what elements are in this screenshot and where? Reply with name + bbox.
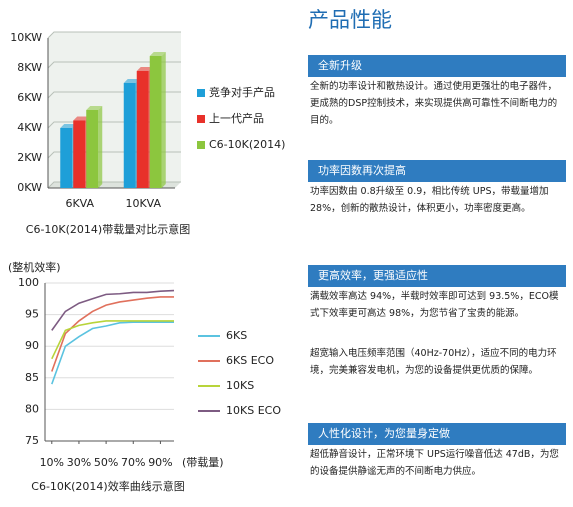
legend-label: 10KS: [226, 379, 254, 392]
bar-top: [123, 79, 140, 83]
bar: [149, 56, 162, 188]
paragraph: 超宽输入电压频率范围（40Hz-70Hz），适应不同的电力环境，完美兼容发电机，…: [310, 348, 557, 376]
y-tick-label: 10KW: [10, 31, 42, 44]
x-axis-label: (带载量): [182, 456, 224, 469]
y-tick-label: 90: [25, 339, 39, 352]
x-tick-label: 10%: [40, 456, 64, 469]
bar: [123, 83, 136, 188]
legend-label: 上一代产品: [209, 111, 264, 125]
bar: [136, 71, 149, 188]
y-tick-label: 80: [25, 402, 39, 415]
legend-swatch: [197, 115, 205, 123]
section-heading: 人性化设计，为您量身定做: [308, 423, 566, 445]
series-line: [51, 320, 174, 360]
bar-side: [98, 106, 103, 188]
legend-label: C6-10K(2014): [209, 138, 285, 151]
y-tick-label: 4KW: [17, 121, 42, 134]
bar-side: [161, 52, 166, 188]
legend-label: 6KS: [226, 329, 247, 342]
bar: [73, 120, 86, 188]
section-heading: 功率因数再次提高: [308, 160, 566, 182]
section-heading: 更高效率，更强适应性: [308, 265, 566, 287]
y-tick-label: 75: [25, 434, 39, 447]
legend-label: 10KS ECO: [226, 404, 281, 417]
series-line: [51, 321, 174, 385]
x-tick-label: 6KVA: [65, 197, 94, 210]
grid-line: [47, 61, 181, 69]
bar-top: [136, 67, 153, 71]
paragraph: 超低静音设计，正常环境下 UPS运行噪音低达 47dB，为您的设备提供静谧无声的…: [310, 449, 559, 477]
paragraph: 满载效率高达 94%，半载时效率即可达到 93.5%，ECO模式下效率更可高达 …: [310, 291, 559, 319]
bar-top: [149, 52, 166, 56]
bar: [86, 110, 99, 188]
legend-swatch: [197, 89, 205, 97]
bar-top: [86, 106, 103, 110]
x-tick-label: 50%: [94, 456, 118, 469]
y-tick-label: 6KW: [17, 91, 42, 104]
y-tick-label: 2KW: [17, 151, 42, 164]
y-tick-label: 85: [25, 371, 39, 384]
y-tick-label: 8KW: [17, 61, 42, 74]
y-tick-label: 0KW: [17, 181, 42, 194]
paragraph: 功率因数由 0.8升级至 0.9，相比传统 UPS，带载量增加 28%，创新的散…: [310, 186, 549, 214]
x-tick-label: 10KVA: [125, 197, 161, 210]
legend-label: 竞争对手产品: [209, 85, 275, 99]
chart-caption: C6-10K(2014)效率曲线示意图: [31, 479, 184, 493]
legend-swatch: [197, 141, 205, 149]
x-tick-label: 30%: [67, 456, 91, 469]
x-tick-label: 90%: [148, 456, 172, 469]
legend-label: 6KS ECO: [226, 354, 274, 367]
x-tick-label: 70%: [121, 456, 145, 469]
series-line: [51, 289, 175, 331]
grid-line: [47, 31, 181, 39]
bar-top: [60, 124, 77, 128]
chart-caption: C6-10K(2014)带载量对比示意图: [26, 222, 190, 236]
y-tick-label: 100: [18, 276, 39, 289]
paragraph: 全新的功率设计和散热设计。通过使用更强壮的电子器件，更成熟的DSP控制技术，来实…: [310, 81, 558, 126]
bar-top: [73, 116, 90, 121]
bar: [60, 128, 73, 188]
y-tick-label: 95: [25, 308, 39, 321]
y-axis-label: (整机效率): [8, 260, 61, 274]
line-chart: (整机效率) (带载量) 75 80 85 90 95 100 10% 30% 50% 70% 90% 6…: [8, 260, 281, 493]
section-heading: 全新升级: [308, 55, 566, 77]
doc-title: 产品性能: [308, 8, 392, 32]
